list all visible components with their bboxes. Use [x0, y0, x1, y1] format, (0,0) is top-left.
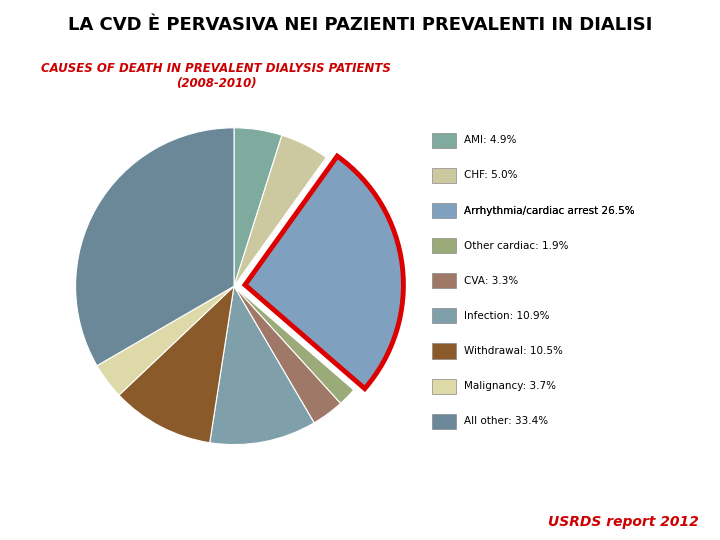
Wedge shape: [234, 128, 282, 286]
Text: Infection: 10.9%: Infection: 10.9%: [464, 311, 550, 321]
Wedge shape: [97, 286, 234, 395]
Wedge shape: [234, 286, 354, 403]
Text: Arrhythmia/cardiac arrest 26.5%: Arrhythmia/cardiac arrest 26.5%: [464, 206, 635, 215]
Wedge shape: [245, 156, 403, 389]
Text: CVA: 3.3%: CVA: 3.3%: [464, 276, 518, 286]
Text: CAUSES OF DEATH IN PREVALENT DIALYSIS PATIENTS
(2008-2010): CAUSES OF DEATH IN PREVALENT DIALYSIS PA…: [41, 62, 391, 90]
Wedge shape: [119, 286, 234, 443]
Text: LA CVD È PERVASIVA NEI PAZIENTI PREVALENTI IN DIALISI: LA CVD È PERVASIVA NEI PAZIENTI PREVALEN…: [68, 16, 652, 34]
Wedge shape: [234, 135, 326, 286]
Wedge shape: [234, 286, 341, 423]
Wedge shape: [210, 286, 314, 444]
Wedge shape: [76, 128, 234, 366]
Text: CHF: 5.0%: CHF: 5.0%: [464, 171, 518, 180]
Text: _______________________________: _______________________________: [464, 206, 627, 215]
Text: AMI: 4.9%: AMI: 4.9%: [464, 136, 517, 145]
Text: Malignancy: 3.7%: Malignancy: 3.7%: [464, 381, 557, 391]
Text: Withdrawal: 10.5%: Withdrawal: 10.5%: [464, 346, 563, 356]
Text: Other cardiac: 1.9%: Other cardiac: 1.9%: [464, 241, 569, 251]
Text: USRDS report 2012: USRDS report 2012: [548, 515, 698, 529]
Text: All other: 33.4%: All other: 33.4%: [464, 416, 549, 426]
Text: Arrhythmia/cardiac arrest 26.5%: Arrhythmia/cardiac arrest 26.5%: [464, 206, 635, 215]
